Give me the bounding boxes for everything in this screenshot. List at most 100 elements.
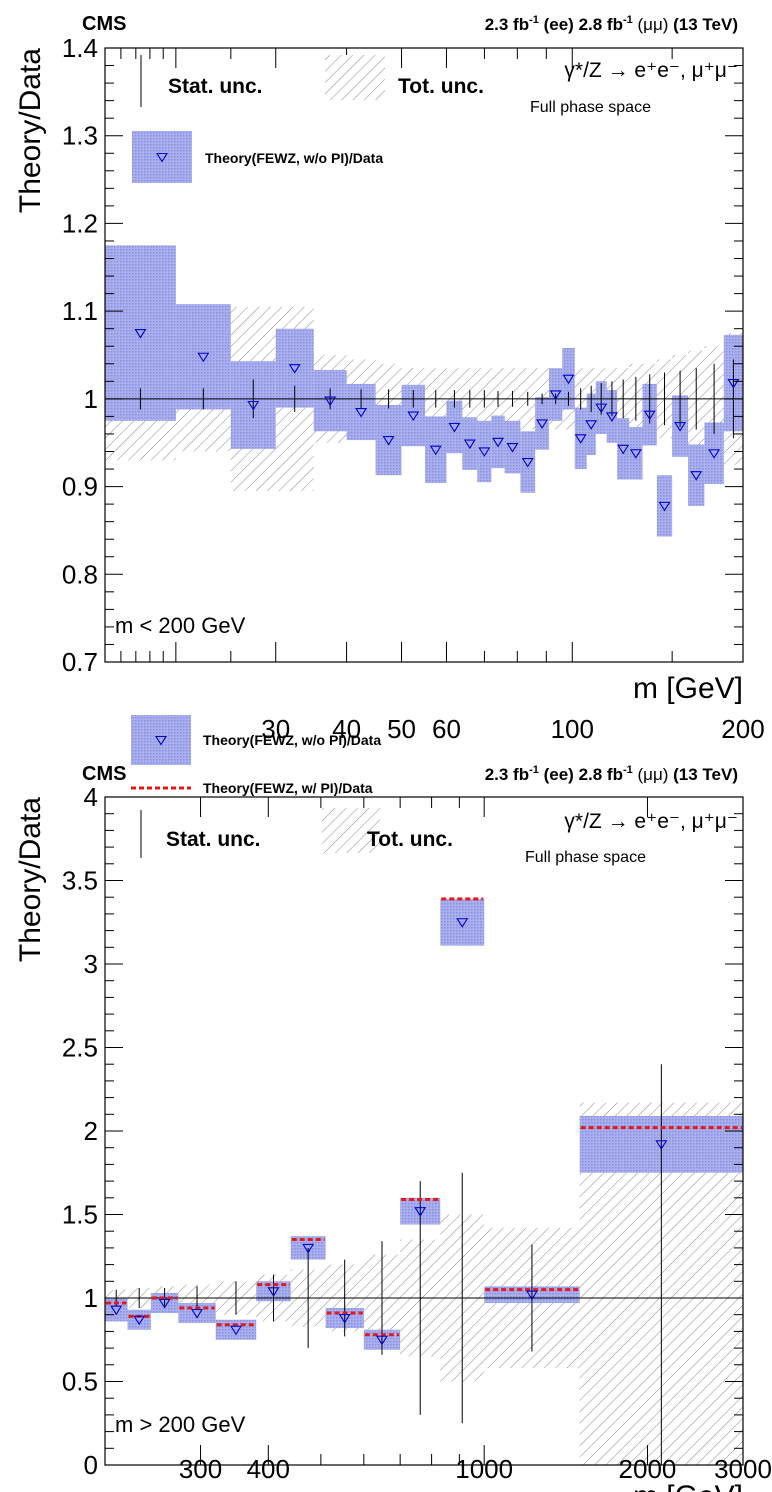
y-tick-label: 1.1 (62, 296, 98, 326)
legend-theory-marker (132, 131, 192, 183)
x-axis-label: m [GeV] (633, 672, 743, 705)
x-tick-label: 50 (387, 714, 416, 744)
theory-point (478, 447, 491, 458)
axis-ticks: 0 0.5 1 1.5 2 2.5 3 3.5 4 300 400 1000 2000 3000 (62, 782, 772, 1484)
phase-space-label: Full phase space (530, 99, 651, 116)
theory-point (414, 1207, 427, 1217)
x-tick-label: 40 (332, 714, 361, 744)
mass-region-label: m > 200 GeV (115, 1412, 246, 1437)
legend-total-label: Tot. unc. (398, 75, 484, 98)
y-tick-label: 1 (84, 1283, 98, 1313)
stat-uncertainty-bars (115, 1064, 662, 1465)
x-tick-label: 400 (247, 1454, 290, 1484)
theory-point (382, 436, 395, 446)
legend-theory-triangle (156, 152, 168, 163)
luminosity-label: 2.3 fb-1 (ee) 2.8 fb-1 (μμ) (13 TeV) (485, 14, 738, 34)
theory-point (655, 1140, 668, 1150)
legend-total-label: Tot. unc. (367, 828, 453, 851)
theory-point (605, 412, 618, 422)
theory-point (521, 457, 534, 468)
legend-total-marker (325, 55, 385, 100)
theory-point (536, 419, 549, 429)
theory-point (110, 1305, 123, 1316)
theory-uncertainty-band (520, 431, 536, 493)
legend-total-marker (322, 808, 380, 853)
theory-uncertainty-band (617, 418, 630, 480)
theory-point (595, 403, 608, 414)
theory-points (134, 329, 740, 512)
legend: Stat. unc. Tot. unc. Theory(FEWZ, w/o PI… (132, 55, 484, 183)
theory-point (562, 374, 575, 385)
mass-region-label: m < 200 GeV (115, 613, 246, 638)
y-tick-label: 3.5 (62, 866, 98, 896)
theory-point (229, 1325, 242, 1336)
theory-uncertainty-band (127, 1309, 151, 1330)
theory-point (197, 352, 210, 363)
process-label: γ*/Z → e⁺e⁻, μ⁺μ⁻ (564, 59, 738, 82)
y-tick-label: 1.2 (62, 208, 98, 238)
theory-point (134, 329, 147, 339)
theory-point (407, 411, 420, 422)
y-tick-label: 0.8 (62, 559, 98, 589)
cms-label: CMS (82, 763, 126, 785)
theory-uncertainty-band (562, 347, 575, 410)
x-axis-label: m [GeV] (633, 1480, 743, 1492)
theory-point (375, 1335, 388, 1346)
theory-point (267, 1287, 280, 1297)
theory-uncertainty-band (535, 397, 550, 450)
legend-stat-label: Stat. unc. (166, 828, 261, 851)
cms-label: CMS (82, 13, 126, 35)
theory-point (158, 1298, 171, 1309)
x-tick-label: 2000 (619, 1454, 677, 1484)
theory-uncertainty-band (704, 422, 724, 484)
theory-point (585, 420, 598, 430)
y-tick-label: 3 (84, 949, 98, 979)
theory-uncertainty-band (440, 898, 485, 946)
mass-below-200-panel: 0.70.80.911.11.21.31.42030405060100200 C… (14, 13, 765, 744)
theory-uncertainty-band (629, 426, 643, 480)
y-tick-label: 1.3 (62, 121, 98, 151)
theory-uncertainty-band (462, 417, 478, 470)
theory-point (617, 444, 630, 455)
x-tick-label: 30 (261, 714, 290, 744)
x-tick-label: 60 (432, 714, 461, 744)
theory-uncertainty-band (425, 416, 447, 484)
y-tick-label: 2 (84, 1116, 98, 1146)
x-tick-label: 1000 (455, 1454, 513, 1484)
phase-space-label: Full phase space (525, 849, 646, 866)
theory-uncertainty-band (215, 1319, 257, 1340)
y-tick-label: 1 (84, 384, 98, 414)
theory-point (247, 400, 260, 411)
theory-uncertainty-band (290, 1236, 326, 1260)
theory-uncertainty-band (401, 384, 426, 447)
theory-point (429, 445, 442, 456)
theory-point (355, 407, 368, 418)
y-tick-label: 2.5 (62, 1033, 98, 1063)
y-tick-label: 4 (84, 782, 98, 812)
theory-point (727, 379, 740, 389)
process-label: γ*/Z → e⁺e⁻, μ⁺μ⁻ (564, 810, 738, 833)
legend-theory-label: Theory(FEWZ, w/o PI)/Data (203, 732, 381, 748)
legend-theory-pi-label: Theory(FEWZ, w/ PI)/Data (203, 780, 373, 796)
theory-point (525, 1290, 538, 1301)
theory-uncertainty-band (656, 475, 673, 537)
theory-uncertainty-band (446, 400, 463, 454)
theory-point (191, 1308, 204, 1319)
theory-point (448, 422, 461, 433)
x-tick-label: 3000 (714, 1454, 772, 1484)
theory-uncertainty-band (688, 444, 705, 506)
theory-point (708, 449, 721, 459)
theory-point (324, 396, 337, 407)
legend: Stat. unc. Tot. unc. Theory(FEWZ, w/o PI… (131, 715, 453, 858)
y-tick-label: 0.5 (62, 1367, 98, 1397)
y-tick-label: 1.5 (62, 1200, 98, 1230)
theory-point (506, 443, 519, 453)
theory-point (643, 410, 656, 421)
theory-uncertainty-band (477, 420, 492, 483)
y-tick-label: 0.9 (62, 472, 98, 502)
theory-point (629, 449, 642, 459)
theory-point (658, 501, 671, 512)
y-tick-label: 1.4 (62, 33, 98, 63)
